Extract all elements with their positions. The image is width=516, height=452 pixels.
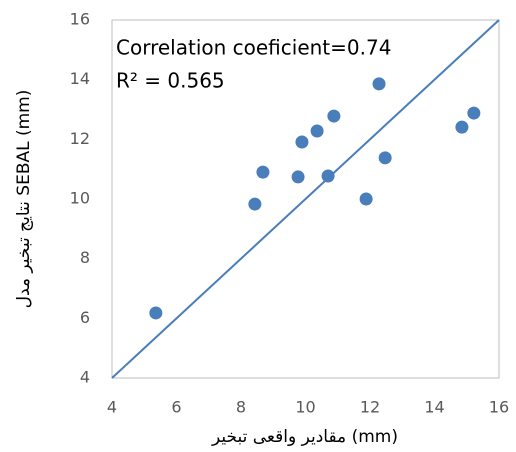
point: [295, 135, 309, 149]
point: [310, 124, 324, 138]
x-tick-label: 4: [107, 398, 117, 417]
y-tick-label: 14: [70, 69, 90, 88]
point: [467, 106, 481, 120]
x-tick-label: 14: [424, 398, 444, 417]
y-tick-label: 10: [70, 189, 90, 208]
point: [248, 197, 262, 211]
y-tick-label: 12: [70, 129, 90, 148]
y-tick-label: 4: [80, 368, 90, 387]
x-tick-label: 8: [236, 398, 246, 417]
point: [321, 169, 335, 183]
y-axis-label: نتایج تبخیر مدل SEBAL (mm): [14, 90, 34, 309]
y-tick-label: 8: [80, 248, 90, 267]
annotation: Correlation coeficient=0.74: [116, 36, 391, 60]
point: [327, 109, 341, 123]
point: [291, 170, 305, 184]
y-tick-label: 6: [80, 308, 90, 327]
point: [359, 192, 373, 206]
point: [256, 165, 270, 179]
y-tick-label: 16: [70, 10, 90, 29]
x-tick-label: 10: [295, 398, 315, 417]
point: [372, 77, 386, 91]
x-tick-label: 6: [171, 398, 181, 417]
point: [378, 151, 392, 165]
x-tick-label: 12: [360, 398, 380, 417]
plot-frame: [111, 19, 500, 379]
point: [455, 120, 469, 134]
x-axis-label: مقادیر واقعی تبخیر (mm): [211, 427, 398, 447]
point: [149, 306, 163, 320]
x-tick-label: 16: [489, 398, 509, 417]
annotation: R² = 0.565: [116, 69, 225, 93]
reference-line: [111, 19, 500, 379]
